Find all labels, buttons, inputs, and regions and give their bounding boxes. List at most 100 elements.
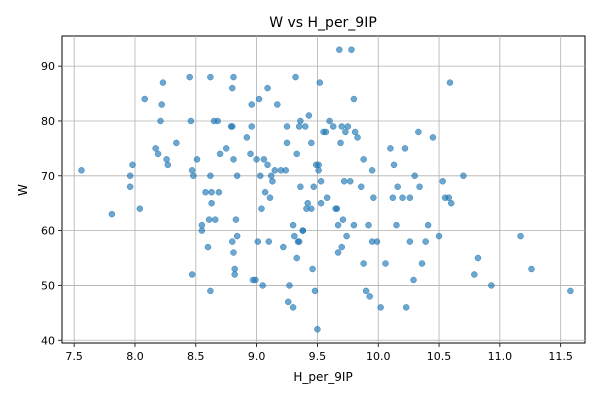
scatter-point [310, 183, 318, 191]
scatter-point [198, 221, 206, 229]
x-tick-label: 11.5 [548, 350, 573, 363]
scatter-point [460, 172, 467, 180]
scatter-point [323, 194, 331, 201]
scatter-point [193, 156, 201, 163]
x-tick-label: 8.5 [187, 350, 205, 363]
scatter-point [280, 243, 287, 251]
scatter-point [267, 172, 275, 180]
scatter-point [389, 194, 397, 201]
scatter-point [289, 304, 297, 311]
scatter-point [261, 188, 269, 196]
scatter-point [248, 101, 255, 108]
scatter-point [382, 260, 389, 267]
scatter-point [229, 123, 236, 130]
scatter-point [293, 254, 300, 262]
scatter-point [158, 101, 165, 108]
scatter-point [258, 205, 265, 212]
scatter-point [293, 150, 300, 158]
scatter-point [360, 156, 367, 163]
y-axis-label: W [16, 184, 30, 196]
scatter-point [429, 134, 437, 141]
scatter-point [163, 156, 170, 163]
scatter-point [406, 194, 414, 201]
y-tick-label: 50 [41, 279, 55, 292]
scatter-point [446, 79, 454, 86]
scatter-point [269, 178, 276, 185]
scatter-point [173, 139, 180, 147]
scatter-point [208, 188, 215, 196]
scatter-point [136, 205, 144, 212]
scatter-point [340, 178, 348, 185]
x-tick-label: 9.5 [309, 350, 327, 363]
scatter-point [271, 167, 279, 174]
scatter-point [215, 188, 223, 196]
x-axis-ticks: 7.5 8.0 8.5 9.0 9.5 10.0 10.5 11.0 11.5 [65, 343, 573, 363]
scatter-point [214, 117, 221, 125]
x-tick-label: 8.0 [126, 350, 144, 363]
scatter-point [315, 161, 322, 169]
scatter-point [354, 134, 361, 141]
scatter-point [517, 232, 524, 240]
scatter-point [248, 123, 255, 130]
scatter-point [370, 194, 377, 201]
scatter-point [207, 287, 214, 295]
scatter-point [283, 123, 291, 130]
scatter-point [254, 238, 262, 245]
scatter-point [350, 221, 358, 229]
scatter-point [198, 227, 206, 234]
y-tick-label: 90 [41, 60, 55, 73]
scatter-point [350, 95, 358, 103]
scatter-point [424, 221, 432, 229]
scatter-point [202, 188, 209, 196]
scatter-point [204, 243, 212, 251]
scatter-point [252, 276, 259, 284]
scatter-point [266, 194, 274, 201]
scatter-point [373, 238, 381, 245]
scatter-point [255, 95, 263, 103]
scatter-point [297, 117, 304, 125]
scatter-point [528, 265, 535, 273]
scatter-point [289, 221, 297, 229]
scatter-point [286, 282, 293, 289]
scatter-point [348, 46, 355, 53]
scatter-point [344, 123, 352, 130]
y-tick-label: 80 [41, 115, 55, 128]
scatter-point [126, 172, 134, 180]
scatter-point [295, 123, 303, 130]
scatter-point [311, 287, 319, 295]
scatter-point [308, 205, 315, 212]
scatter-point [314, 326, 321, 333]
scatter-point [416, 183, 423, 191]
scatter-point [399, 194, 406, 201]
scatter-point [157, 117, 164, 125]
scatter-point [362, 287, 370, 295]
scatter-point [411, 172, 418, 180]
scatter-point [291, 232, 298, 240]
scatter-point [338, 123, 345, 130]
scatter-point [308, 139, 315, 147]
scatter-point [253, 156, 260, 163]
scatter-point [208, 199, 215, 207]
scatter-point [439, 178, 446, 185]
scatter-point [447, 199, 455, 207]
y-axis-ticks: 40 50 60 70 80 90 [41, 60, 62, 347]
scatter-point [366, 293, 373, 300]
x-axis-label: H_per_9IP [293, 370, 352, 384]
chart-title: W vs H_per_9IP [269, 15, 377, 31]
x-tick-label: 7.5 [65, 350, 83, 363]
scatter-point [377, 304, 384, 311]
scatter-point [230, 249, 237, 256]
scatter-point [233, 172, 241, 180]
scatter-point [334, 249, 342, 256]
scatter-point [343, 232, 350, 240]
scatter-point [207, 172, 214, 180]
scatter-point [164, 161, 172, 169]
scatter-point [283, 139, 291, 147]
scatter-point [259, 282, 266, 289]
scatter-point [342, 128, 349, 136]
scatter-point [347, 178, 354, 185]
scatter-point [230, 156, 237, 163]
scatter-point [567, 287, 574, 295]
scatter-point [393, 221, 400, 229]
scatter-point [229, 238, 236, 245]
